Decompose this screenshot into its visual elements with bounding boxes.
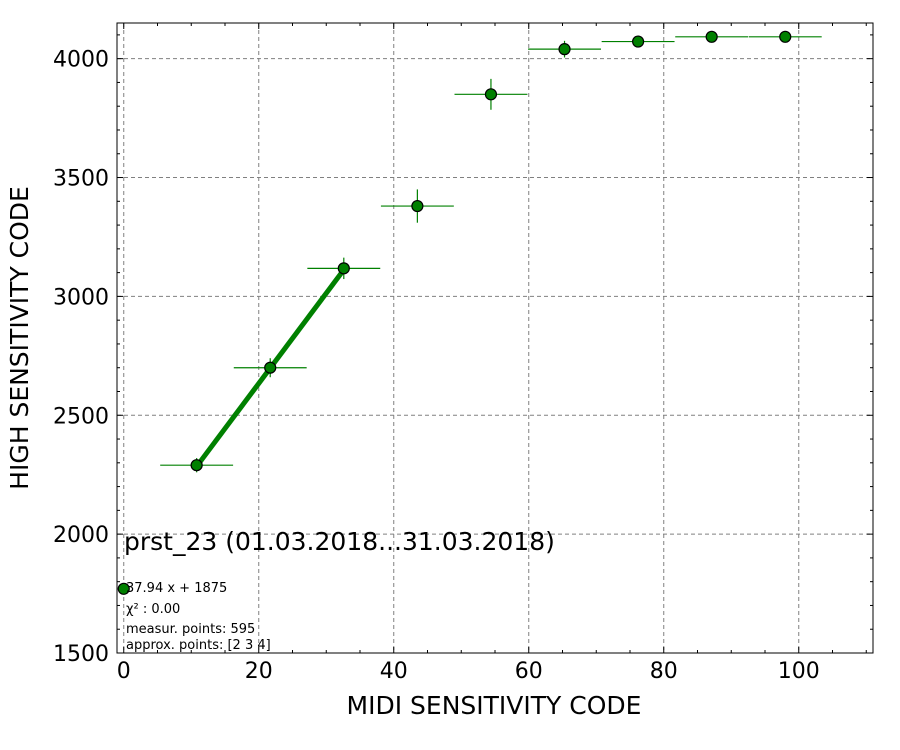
chart-annotation-title: prst_23 (01.03.2018...31.03.2018): [124, 527, 555, 556]
data-point: [528, 40, 601, 58]
x-tick-label: 0: [117, 659, 131, 684]
y-tick-label: 1500: [53, 642, 109, 667]
y-tick-label: 2500: [53, 404, 109, 429]
chi-square-text: χ² : 0.00: [126, 602, 180, 617]
data-marker: [558, 43, 571, 56]
data-marker: [411, 199, 424, 213]
x-tick-label: 20: [245, 659, 273, 684]
x-tick-label: 80: [650, 659, 678, 684]
data-point: [601, 35, 675, 48]
data-marker: [705, 30, 718, 43]
x-axis-title: MIDI SENSITIVITY CODE: [347, 691, 642, 720]
data-point: [307, 257, 381, 280]
y-tick-label: 3500: [53, 167, 109, 192]
data-marker: [631, 35, 645, 48]
y-tick-label: 4000: [53, 48, 109, 73]
data-marker: [264, 361, 277, 374]
x-tick-label: 100: [778, 659, 820, 684]
data-marker: [779, 30, 792, 43]
data-point: [117, 582, 130, 595]
data-point: [160, 458, 234, 473]
data-marker: [117, 582, 130, 595]
data-point: [748, 30, 822, 43]
y-axis-title: HIGH SENSITIVITY CODE: [5, 186, 34, 490]
data-points-layer: [117, 30, 822, 595]
fit-equation: 37.94 x + 1875: [126, 581, 227, 596]
y-tick-label: 3000: [53, 285, 109, 310]
measured-points-text: measur. points: 595: [126, 622, 255, 637]
data-marker: [337, 262, 350, 275]
data-point: [454, 78, 528, 110]
ticks-layer: 0 20 40 60 80 100 1500 2000 2500 3000 3500 4000: [53, 23, 873, 684]
x-tick-label: 40: [380, 659, 408, 684]
approx-points-text: approx. points: [2 3 4]: [126, 638, 271, 653]
data-point: [380, 189, 454, 223]
grid: [117, 23, 873, 654]
data-marker: [484, 88, 498, 101]
data-point: [233, 358, 307, 378]
data-marker: [190, 459, 203, 472]
y-tick-label: 2000: [53, 523, 109, 548]
data-point: [675, 30, 749, 43]
x-tick-label: 60: [515, 659, 543, 684]
